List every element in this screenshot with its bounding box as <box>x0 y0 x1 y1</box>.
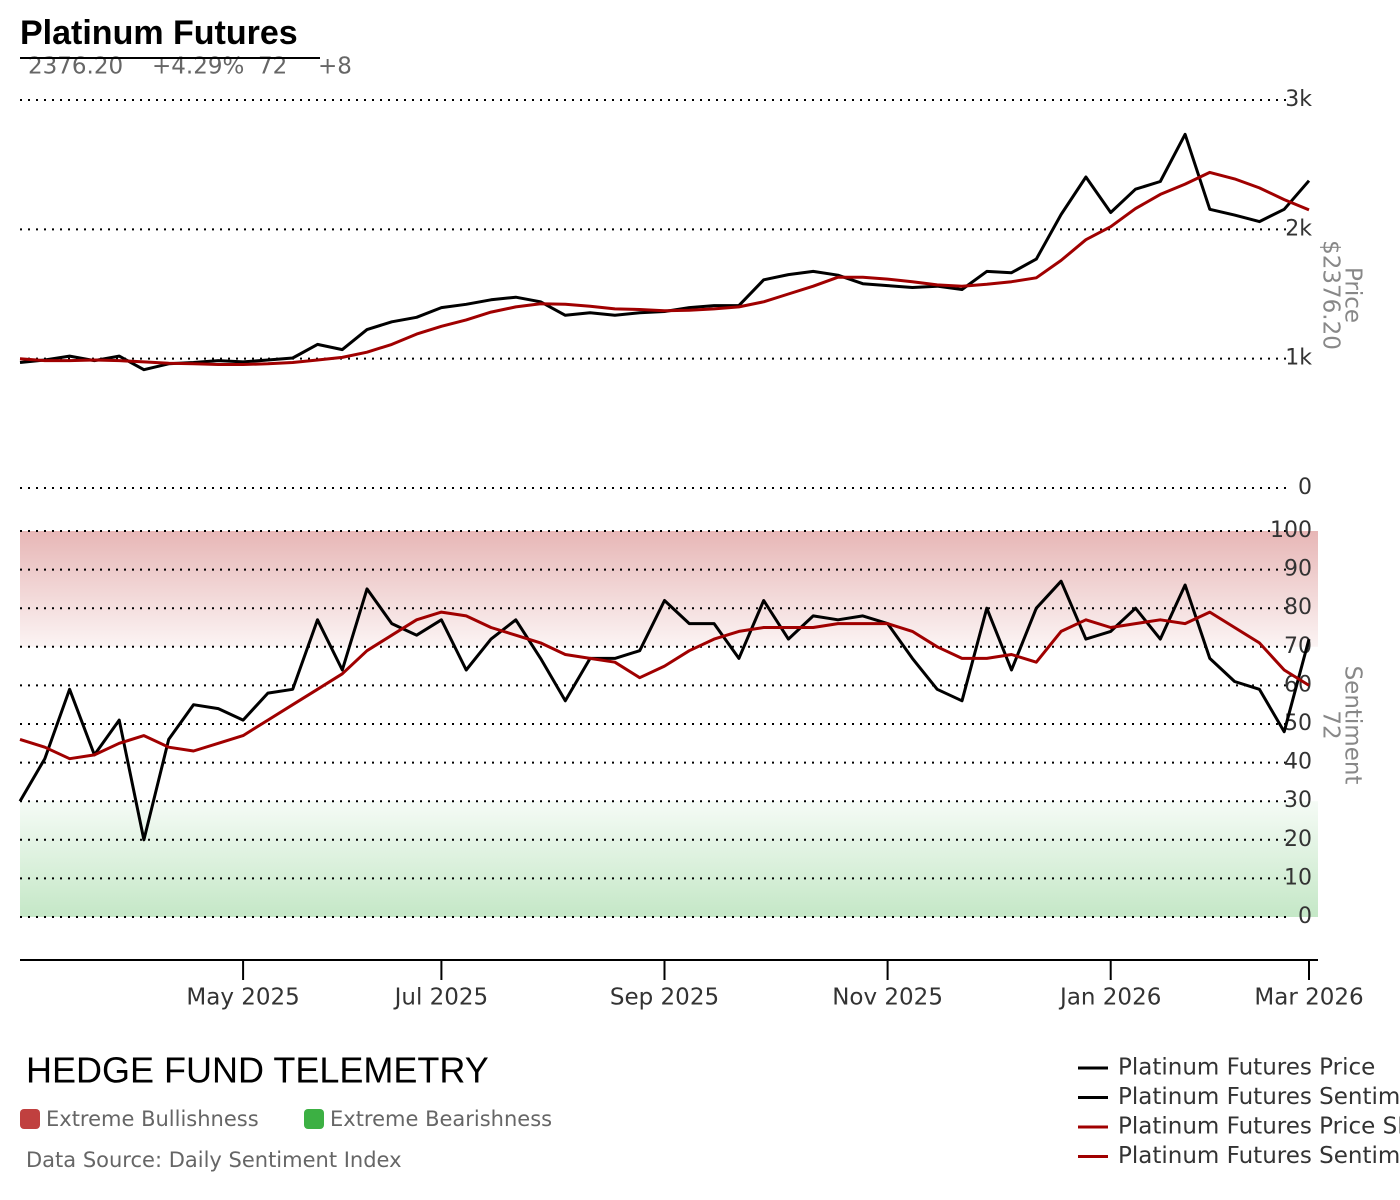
legend-label: Platinum Futures Sentiment SMA <box>1118 1143 1400 1169</box>
y-axis-value: $2376.20 <box>1318 240 1344 350</box>
series-line <box>19 610 1310 761</box>
series-line <box>19 132 1311 372</box>
legend-label: Platinum Futures Sentiment <box>1118 1084 1400 1110</box>
y-tick-label: 20 <box>1284 827 1312 852</box>
x-tick-label: Sep 2025 <box>610 985 719 1011</box>
legend-swatch <box>304 1109 324 1129</box>
band <box>20 531 1318 647</box>
legend-label: Platinum Futures Price SMA <box>1118 1114 1400 1140</box>
y-axis-title: Price <box>1340 267 1366 323</box>
x-tick-label: Jan 2026 <box>1058 985 1161 1011</box>
y-tick-label: 10 <box>1284 865 1312 890</box>
y-tick-label: 0 <box>1298 904 1312 929</box>
y2-axis-title: Sentiment <box>1340 666 1366 785</box>
source: Data Source: Daily Sentiment Index <box>26 1148 402 1172</box>
y-tick-label: 100 <box>1270 518 1312 543</box>
x-tick-label: Mar 2026 <box>1254 985 1363 1011</box>
y-tick-label: 1k <box>1285 346 1312 371</box>
y-tick-label: 3k <box>1285 87 1312 112</box>
series-line <box>19 170 1310 366</box>
legend-label: Extreme Bearishness <box>330 1107 552 1131</box>
chart-title: Platinum Futures <box>20 14 298 52</box>
brand: HEDGE FUND TELEMETRY <box>26 1050 489 1091</box>
y-tick-label: 30 <box>1284 788 1312 813</box>
legend-label: Platinum Futures Price <box>1118 1055 1375 1081</box>
y-tick-label: 90 <box>1284 557 1312 582</box>
x-tick-label: Jul 2025 <box>393 985 489 1011</box>
x-tick-label: Nov 2025 <box>832 985 943 1011</box>
y-tick-label: 2k <box>1285 216 1312 241</box>
y-tick-label: 80 <box>1284 595 1312 620</box>
band <box>20 801 1318 917</box>
y-tick-label: 40 <box>1284 750 1312 775</box>
y-tick-label: 0 <box>1298 475 1312 500</box>
x-tick-label: May 2025 <box>186 985 299 1011</box>
header-sentiment-change: +8 <box>318 54 352 80</box>
y2-axis-value: 72 <box>1318 710 1344 739</box>
legend-swatch <box>20 1109 40 1129</box>
series-line <box>18 579 1311 842</box>
legend-label: Extreme Bullishness <box>46 1107 259 1131</box>
